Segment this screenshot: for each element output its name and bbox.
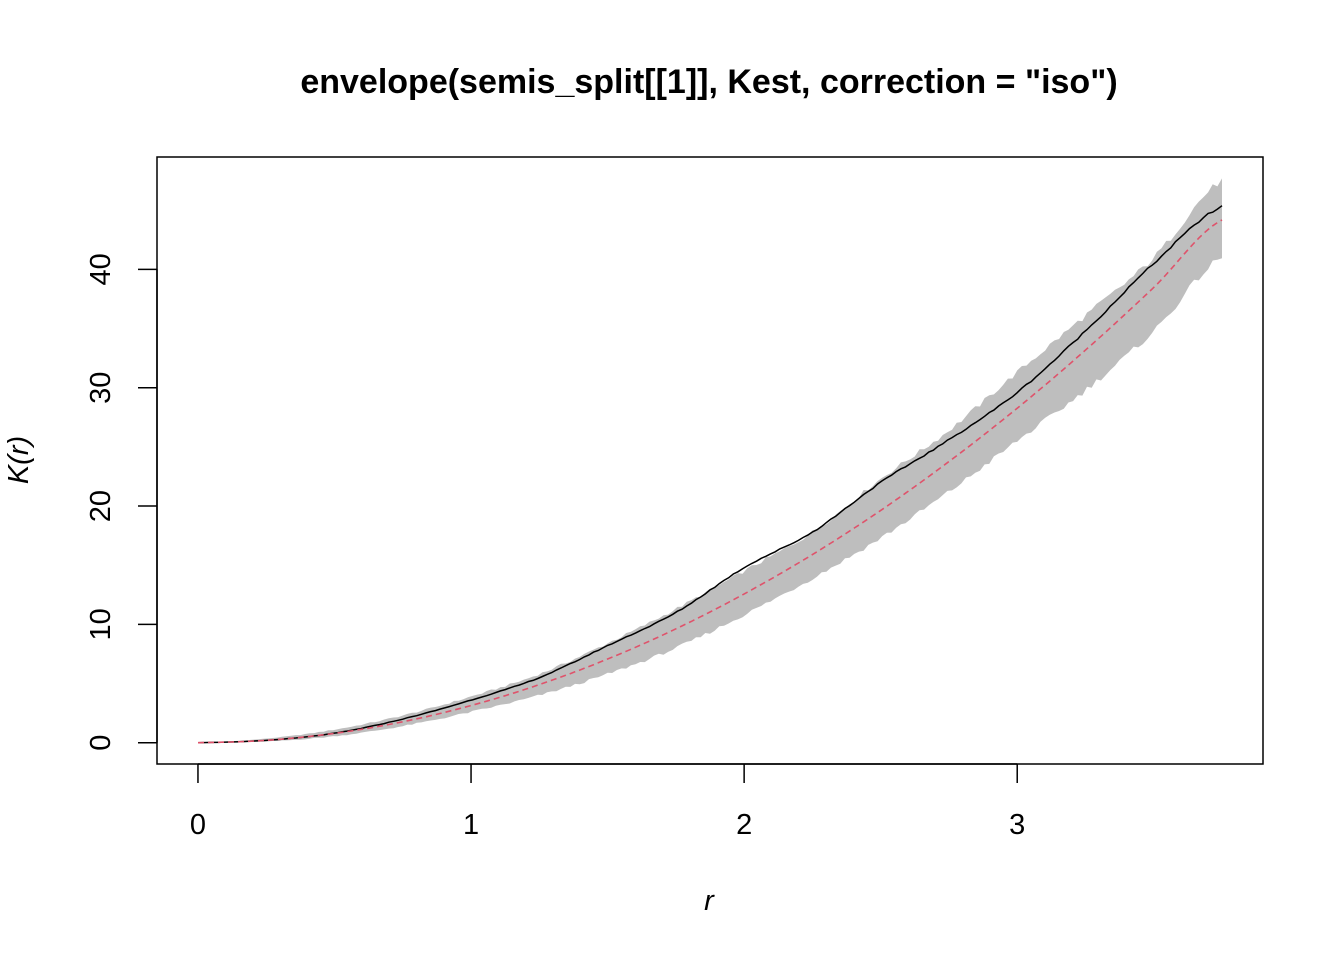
x-tick-label: 0 bbox=[190, 809, 206, 841]
y-axis-label: K(r) bbox=[3, 436, 35, 484]
y-tick-label: 30 bbox=[85, 372, 117, 404]
series-theoretical-line bbox=[197, 219, 1223, 744]
x-tick-label: 3 bbox=[1009, 809, 1025, 841]
x-axis-label: r bbox=[704, 885, 715, 917]
y-tick-label: 20 bbox=[85, 490, 117, 522]
x-tick-label: 2 bbox=[736, 809, 752, 841]
plot-area bbox=[197, 178, 1223, 744]
y-axis: 0 10 20 30 40 bbox=[85, 253, 158, 751]
y-tick-label: 0 bbox=[85, 735, 117, 751]
envelope-band bbox=[198, 178, 1222, 743]
x-tick-label: 1 bbox=[463, 809, 479, 841]
series-observed-line bbox=[197, 205, 1223, 744]
chart-title: envelope(semis_split[[1]], Kest, correct… bbox=[300, 63, 1117, 101]
y-tick-label: 40 bbox=[85, 253, 117, 285]
y-tick-label: 10 bbox=[85, 608, 117, 640]
plot-frame bbox=[156, 156, 1264, 765]
x-axis: 0 1 2 3 bbox=[190, 763, 1025, 841]
